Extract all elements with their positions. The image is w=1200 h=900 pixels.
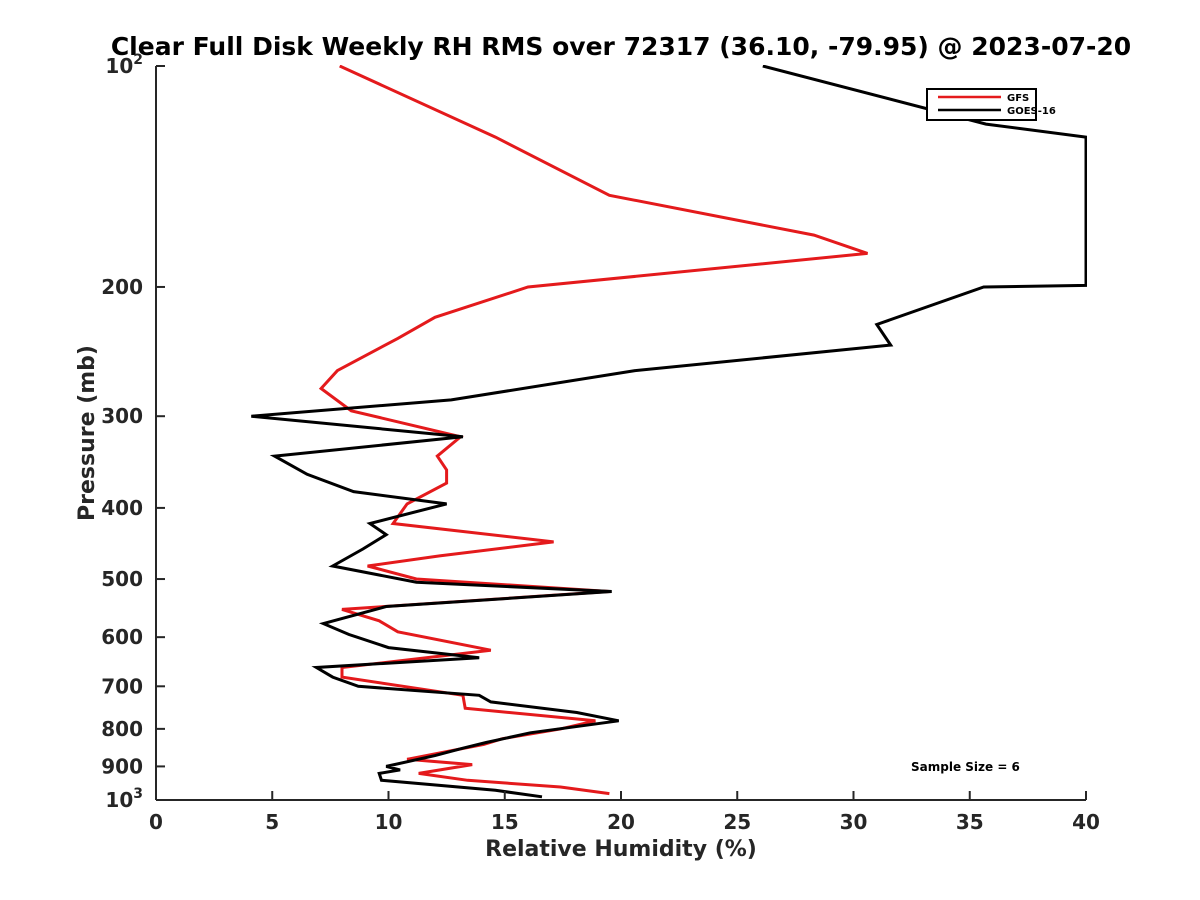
x-tick-label: 10 <box>375 810 403 834</box>
x-tick-label: 35 <box>956 810 984 834</box>
y-tick-label: 600 <box>101 625 143 649</box>
x-tick-label: 25 <box>723 810 751 834</box>
x-tick-label: 5 <box>265 810 279 834</box>
series-layer <box>251 65 1087 799</box>
y-tick-label: 500 <box>101 567 143 591</box>
legend-label-goes-16: GOES-16 <box>1007 106 1056 117</box>
legend-box <box>926 88 1037 121</box>
chart-title: Clear Full Disk Weekly RH RMS over 72317… <box>111 32 1131 61</box>
y-tick-label: 700 <box>101 674 143 698</box>
y-tick-label: 200 <box>101 275 143 299</box>
y-tick-label: 800 <box>101 717 143 741</box>
y-tick-label: 300 <box>101 404 143 428</box>
series-line-goes-16 <box>251 65 1087 799</box>
y-ticks: 102 200 300 400 500 600 700 800 900 103 <box>101 52 165 812</box>
y-tick-label: 102 <box>105 52 143 78</box>
y-axis-label: Pressure (mb) <box>75 345 100 521</box>
y-tick-label: 400 <box>101 496 143 520</box>
x-tick-label: 15 <box>491 810 519 834</box>
y-tick-label: 900 <box>101 754 143 778</box>
x-axis-label: Relative Humidity (%) <box>485 837 757 862</box>
sample-size-annotation: Sample Size = 6 <box>911 760 1020 774</box>
y-tick-label: 103 <box>105 786 143 812</box>
x-tick-label: 30 <box>840 810 868 834</box>
x-ticks: 0 5 10 15 20 25 30 35 40 <box>149 791 1100 834</box>
legend: GFS GOES-16 <box>926 88 1056 121</box>
legend-label-gfs: GFS <box>1007 93 1029 104</box>
x-tick-label: 20 <box>607 810 635 834</box>
x-tick-label: 0 <box>149 810 163 834</box>
x-tick-label: 40 <box>1072 810 1100 834</box>
